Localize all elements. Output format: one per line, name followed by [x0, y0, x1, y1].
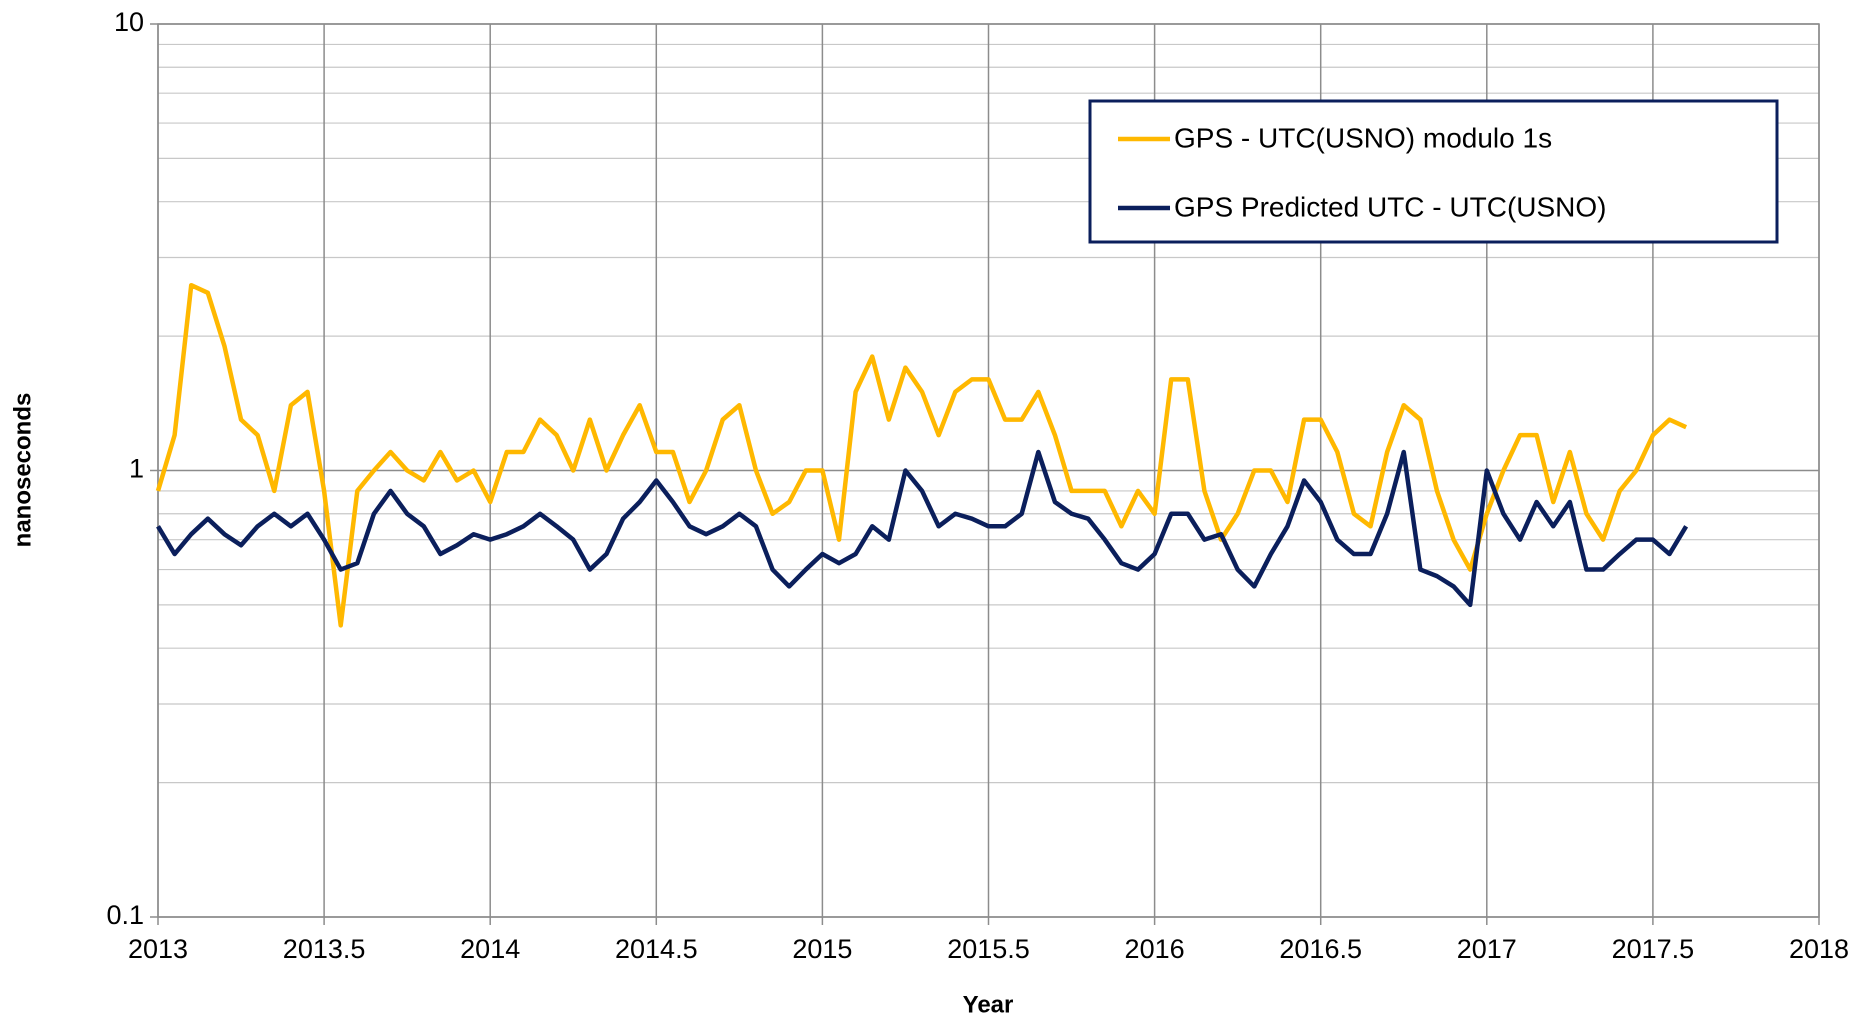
x-tick-label: 2017.5: [1612, 934, 1695, 964]
x-tick-label: 2016.5: [1279, 934, 1362, 964]
x-tick-label: 2015: [792, 934, 852, 964]
y-axis-title: nanoseconds: [9, 393, 36, 548]
x-axis-title: Year: [963, 991, 1014, 1018]
series-line: [156, 449, 1689, 608]
y-tick-label: 10: [114, 7, 144, 37]
x-tick-label: 2015.5: [947, 934, 1030, 964]
x-tick-label: 2016: [1125, 934, 1185, 964]
x-tick-label: 2018: [1789, 934, 1849, 964]
x-tick-label: 2014: [460, 934, 520, 964]
y-tick-label: 0.1: [106, 900, 144, 930]
legend-box: [1088, 99, 1779, 244]
series-line: [155, 282, 1688, 628]
legend-label: GPS Predicted UTC - UTC(USNO): [1174, 191, 1607, 222]
legend: GPS - UTC(USNO) modulo 1s GPS Predicted U…: [1088, 99, 1779, 244]
x-tick-label: 2017: [1457, 934, 1517, 964]
legend-label: GPS - UTC(USNO) modulo 1s: [1174, 122, 1552, 153]
x-tick-label: 2013: [128, 934, 188, 964]
x-tick-label: 2013.5: [283, 934, 366, 964]
x-tick-label: 2014.5: [615, 934, 698, 964]
plot-frame: [157, 23, 1820, 918]
y-tick-label: 1: [129, 454, 144, 484]
